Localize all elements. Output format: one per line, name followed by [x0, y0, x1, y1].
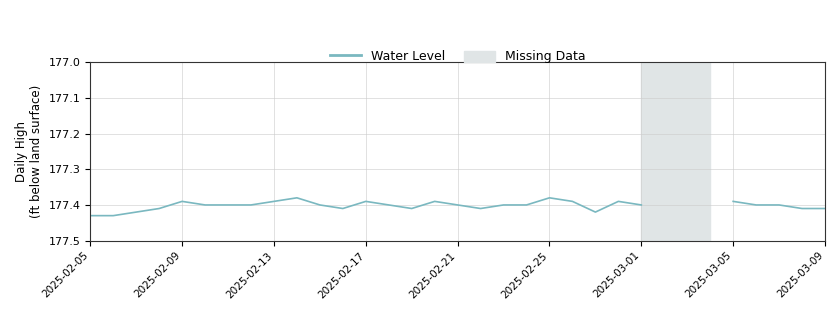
Bar: [641, 62, 710, 241]
Y-axis label: Daily High
(ft below land surface): Daily High (ft below land surface): [15, 85, 43, 218]
Legend: Water Level, Missing Data: Water Level, Missing Data: [324, 45, 591, 68]
